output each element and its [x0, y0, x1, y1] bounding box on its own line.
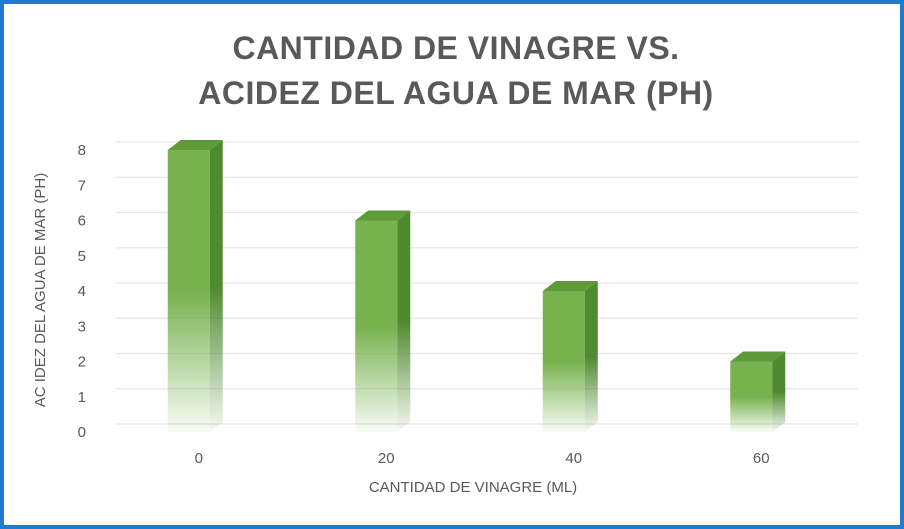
- bar-60-side: [772, 351, 786, 432]
- bar-0-front: [167, 150, 210, 432]
- y-tick-label: 3: [78, 318, 86, 335]
- y-tick-label: 8: [78, 142, 86, 159]
- y-tick-label: 4: [78, 283, 86, 300]
- bars: [167, 140, 786, 432]
- chart-title-line-2: ACIDEZ DEL AGUA DE MAR (PH): [198, 75, 714, 111]
- bar-60-front: [730, 361, 773, 432]
- bar-0-top: [167, 140, 223, 150]
- bar-20-top: [355, 210, 411, 221]
- y-tick-label: 7: [78, 177, 86, 194]
- bar-40-front: [542, 291, 585, 432]
- y-tick-label: 2: [78, 354, 86, 371]
- y-axis-ticks: 0 1 2 3 4 5 6 7 8: [78, 142, 86, 441]
- bar-60-top: [730, 351, 786, 362]
- y-tick-label: 6: [78, 213, 86, 230]
- x-axis-ticks: 0 20 40 60: [195, 450, 770, 467]
- bar-0-side: [209, 140, 223, 432]
- x-tick-label: 60: [753, 450, 770, 467]
- bar-20-front: [355, 220, 398, 432]
- chart-title: CANTIDAD DE VINAGRE VS. ACIDEZ DEL AGUA …: [4, 26, 904, 116]
- y-tick-label: 1: [78, 389, 86, 406]
- bar-40-side: [584, 281, 598, 432]
- y-tick-label: 5: [78, 248, 86, 265]
- bar-20-side: [397, 210, 411, 432]
- chart-title-line-1: CANTIDAD DE VINAGRE VS.: [232, 30, 680, 66]
- x-tick-label: 40: [565, 450, 582, 467]
- x-tick-label: 0: [195, 450, 203, 467]
- x-tick-label: 20: [378, 450, 395, 467]
- y-tick-label: 0: [78, 424, 86, 441]
- bar-40-top: [542, 281, 598, 291]
- y-axis-title: AC IDEZ DEL AGUA DE MAR (PH): [32, 173, 49, 408]
- x-axis-title: CANTIDAD DE VINAGRE (ML): [369, 479, 577, 496]
